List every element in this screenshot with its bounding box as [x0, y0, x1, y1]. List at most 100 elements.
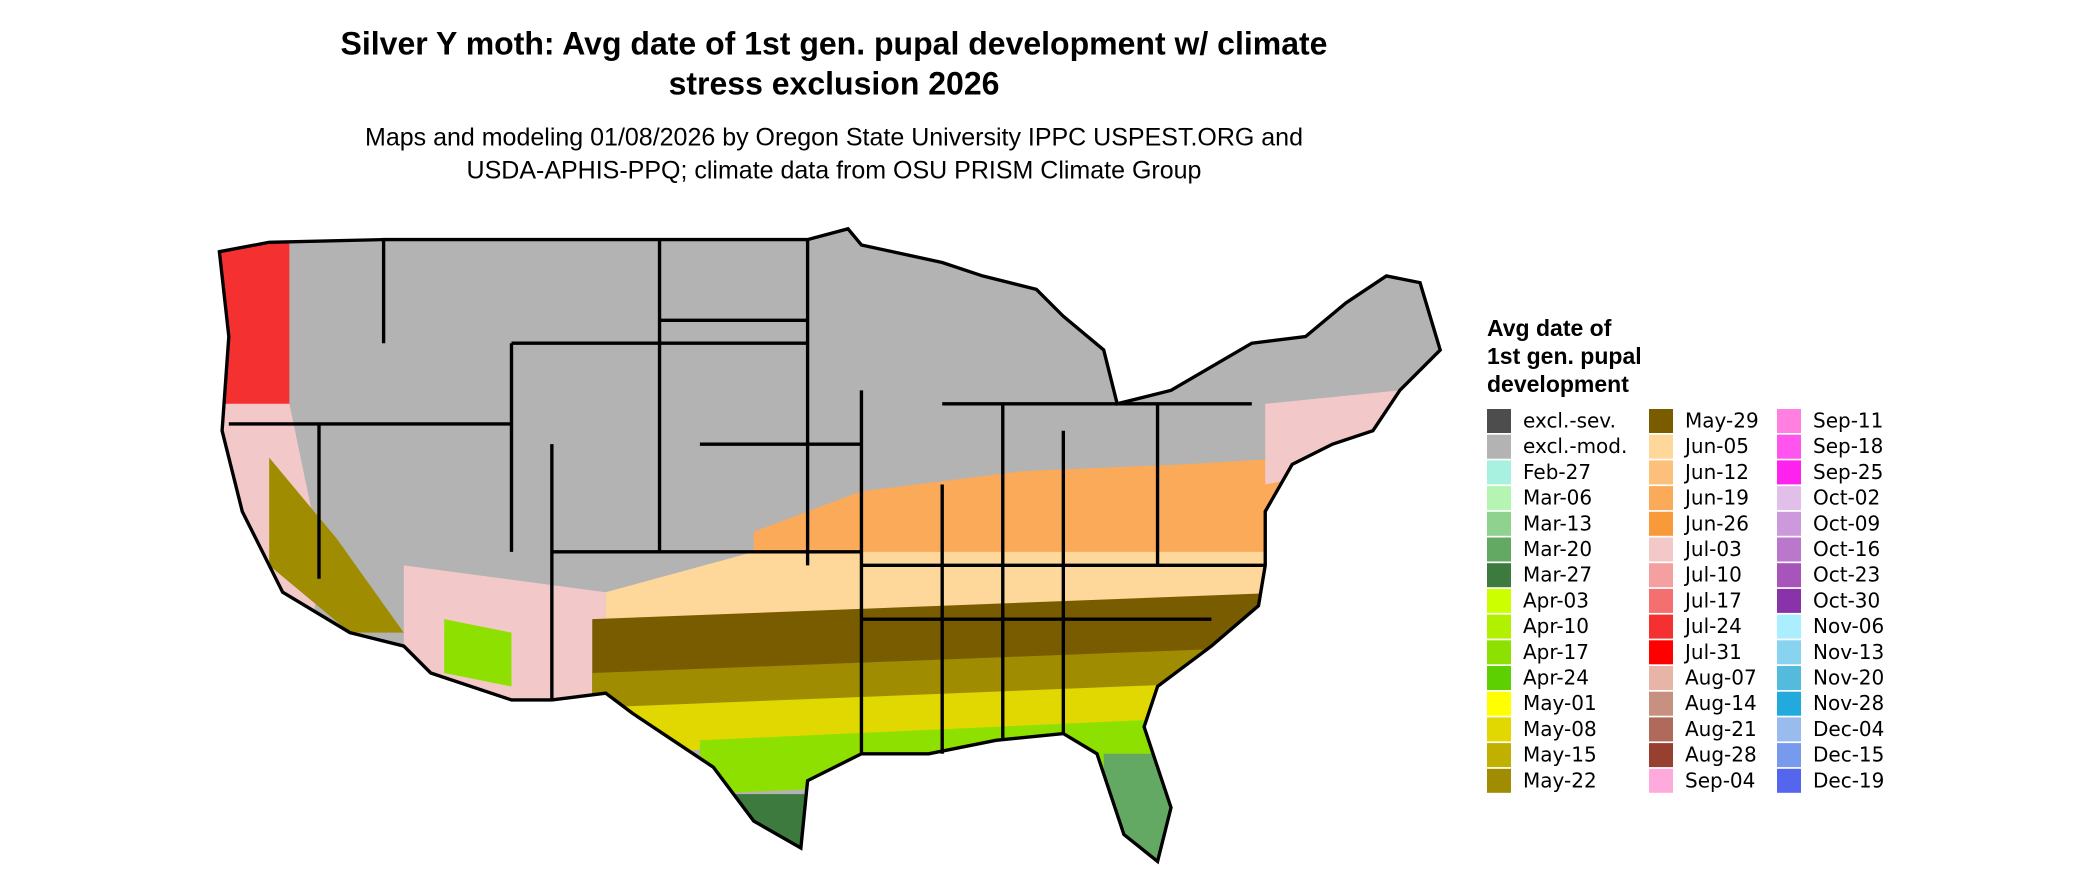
legend-swatch [1777, 537, 1801, 562]
legend-label: Oct-23 [1813, 563, 1880, 587]
legend-label: Aug-21 [1685, 717, 1757, 741]
legend-swatch [1487, 409, 1511, 433]
legend-label: Sep-25 [1813, 460, 1883, 484]
legend-swatch [1487, 666, 1511, 690]
legend-label: Nov-06 [1813, 614, 1884, 638]
legend-swatch [1649, 434, 1673, 459]
legend-swatch [1487, 460, 1511, 485]
legend-label: Aug-07 [1685, 666, 1757, 690]
legend-label: Oct-30 [1813, 588, 1880, 612]
legend-label: Mar-27 [1523, 563, 1592, 587]
legend-label: Mar-06 [1523, 486, 1592, 510]
legend-label: Jun-26 [1683, 511, 1749, 535]
legend-title: 1st gen. pupal [1487, 343, 1642, 369]
legend-label: Apr-24 [1523, 666, 1589, 690]
subtitle-line: USDA-APHIS-PPQ; climate data from OSU PR… [467, 157, 1202, 185]
legend-label: Mar-13 [1523, 511, 1592, 535]
legend-swatch [1649, 691, 1673, 716]
title-line: Silver Y moth: Avg date of 1st gen. pupa… [341, 25, 1328, 61]
legend-swatch [1777, 691, 1801, 716]
legend-swatch [1777, 486, 1801, 511]
legend-label: Nov-20 [1813, 666, 1884, 690]
legend-label: May-01 [1523, 691, 1597, 715]
legend-label: Jun-05 [1683, 434, 1749, 458]
legend-label: May-08 [1523, 717, 1597, 741]
legend-swatch [1487, 768, 1511, 793]
legend-swatch [1777, 563, 1801, 588]
legend-label: Jun-19 [1683, 486, 1749, 510]
legend-swatch [1649, 743, 1673, 768]
legend-label: Aug-28 [1685, 743, 1757, 767]
legend-label: Oct-02 [1813, 486, 1880, 510]
title-line: stress exclusion 2026 [669, 65, 1000, 101]
legend-label: Nov-28 [1813, 691, 1884, 715]
legend-swatch [1487, 717, 1511, 742]
legend-swatch [1649, 511, 1673, 536]
legend-swatch [1777, 511, 1801, 536]
legend-swatch [1777, 460, 1801, 485]
legend-swatch [1487, 640, 1511, 665]
legend-swatch [1649, 563, 1673, 588]
legend-label: excl.-sev. [1523, 409, 1616, 433]
legend-label: Nov-13 [1813, 640, 1884, 664]
legend-label: May-29 [1685, 409, 1759, 433]
legend-swatch [1777, 409, 1801, 433]
map [217, 226, 1443, 865]
legend-label: Oct-16 [1813, 537, 1880, 561]
legend-label: Apr-17 [1523, 640, 1589, 664]
legend-swatch [1649, 460, 1673, 485]
legend-swatch [1649, 409, 1673, 433]
legend-swatch [1487, 588, 1511, 613]
legend-swatch [1487, 614, 1511, 639]
legend-swatch [1487, 537, 1511, 562]
legend-label: excl.-mod. [1523, 434, 1627, 458]
legend-label: Jul-31 [1683, 640, 1742, 664]
subtitle-line: Maps and modeling 01/08/2026 by Oregon S… [365, 124, 1303, 152]
legend-label: Sep-11 [1813, 409, 1883, 433]
legend-label: Jul-17 [1683, 588, 1742, 612]
legend-swatch [1487, 563, 1511, 588]
legend-swatch [1649, 717, 1673, 742]
legend-swatch [1777, 743, 1801, 768]
legend-label: Jul-10 [1683, 563, 1742, 587]
legend-label: Oct-09 [1813, 511, 1880, 535]
legend-swatch [1777, 434, 1801, 459]
legend-swatch [1777, 614, 1801, 639]
legend-swatch [1649, 666, 1673, 690]
legend-label: Dec-15 [1813, 743, 1884, 767]
legend-label: Aug-14 [1685, 691, 1757, 715]
legend-label: Jun-12 [1683, 460, 1749, 484]
legend-swatch [1649, 640, 1673, 665]
legend-swatch [1487, 691, 1511, 716]
legend-swatch [1649, 588, 1673, 613]
legend-swatch [1649, 537, 1673, 562]
legend-swatch [1777, 640, 1801, 665]
legend-title: Avg date of [1487, 315, 1612, 341]
legend-swatch [1487, 511, 1511, 536]
legend-label: Feb-27 [1523, 460, 1591, 484]
legend-label: Apr-10 [1523, 614, 1589, 638]
legend-label: Apr-03 [1523, 588, 1589, 612]
legend-label: Jul-24 [1683, 614, 1742, 638]
legend-label: Sep-04 [1685, 768, 1755, 792]
legend-swatch [1777, 588, 1801, 613]
legend-label: Sep-18 [1813, 434, 1883, 458]
legend: excl.-sev.excl.-mod.Feb-27Mar-06Mar-13Ma… [1487, 409, 1884, 793]
legend-swatch [1487, 434, 1511, 459]
legend-label: Dec-04 [1813, 717, 1884, 741]
legend-label: May-22 [1523, 768, 1597, 792]
legend-swatch [1649, 614, 1673, 639]
legend-swatch [1649, 486, 1673, 511]
legend-swatch [1649, 768, 1673, 793]
legend-label: Mar-20 [1523, 537, 1592, 561]
legend-swatch [1777, 666, 1801, 690]
legend-label: Jul-03 [1683, 537, 1742, 561]
legend-label: May-15 [1523, 743, 1597, 767]
legend-title: development [1487, 371, 1629, 397]
legend-swatch [1487, 743, 1511, 768]
legend-swatch [1777, 717, 1801, 742]
legend-label: Dec-19 [1813, 768, 1884, 792]
legend-swatch [1777, 768, 1801, 793]
legend-swatch [1487, 486, 1511, 511]
